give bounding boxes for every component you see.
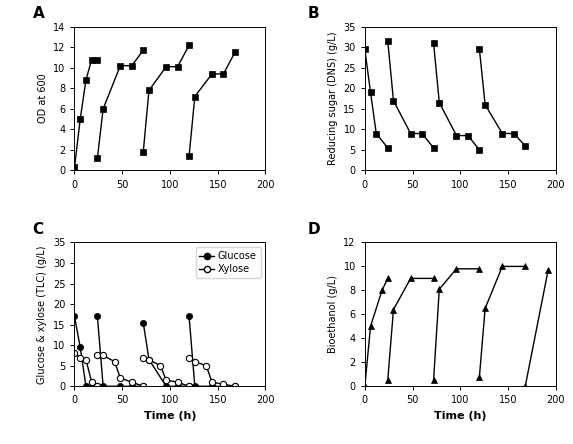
Text: D: D xyxy=(308,222,320,237)
Y-axis label: Glucose & xylose (TLC) (g/L): Glucose & xylose (TLC) (g/L) xyxy=(37,245,48,384)
Text: B: B xyxy=(308,6,319,21)
Text: C: C xyxy=(33,222,44,237)
X-axis label: Time (h): Time (h) xyxy=(434,411,486,421)
Y-axis label: Bioethanol (g/L): Bioethanol (g/L) xyxy=(328,275,338,353)
Y-axis label: Reducing sugar (DNS) (g/L): Reducing sugar (DNS) (g/L) xyxy=(328,32,337,165)
Legend: Glucose, Xylose: Glucose, Xylose xyxy=(195,247,261,278)
X-axis label: Time (h): Time (h) xyxy=(144,411,196,421)
Text: A: A xyxy=(33,6,44,21)
Y-axis label: OD at 600: OD at 600 xyxy=(38,74,48,123)
